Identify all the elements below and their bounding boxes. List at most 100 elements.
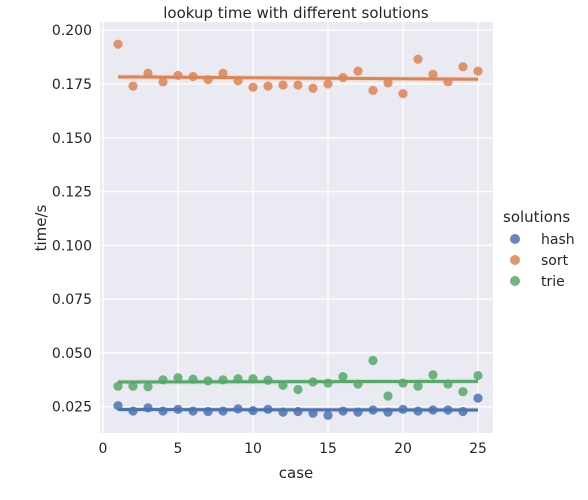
x-tick-label: 0 (99, 441, 108, 457)
sort-point (293, 80, 303, 90)
hash-point (278, 407, 288, 417)
x-axis-label: case (279, 464, 313, 482)
trie-point (413, 381, 423, 391)
x-tick-label: 5 (174, 441, 183, 457)
sort-point (203, 75, 213, 85)
y-tick-labels: 0.025 0.050 0.075 0.100 0.125 0.150 0.175 0.200 (52, 23, 92, 416)
hash-point (308, 408, 318, 418)
chart-title: lookup time with different solutions (163, 4, 429, 22)
trie-point (353, 379, 363, 389)
sort-point (218, 68, 228, 78)
sort-point (308, 83, 318, 93)
legend-label-sort: sort (541, 253, 569, 269)
sort-point (428, 69, 438, 79)
trie-point (233, 374, 243, 384)
hash-point (248, 406, 258, 416)
hash-point (218, 406, 228, 416)
legend: solutions hash sort trie (503, 208, 575, 290)
data-points (113, 39, 483, 420)
trie-fit-line (117, 379, 479, 384)
hash-point (143, 403, 153, 413)
hash-point (128, 406, 138, 416)
trie-point (323, 378, 333, 388)
hash-point (203, 406, 213, 417)
sort-point (323, 79, 333, 89)
sort-point (278, 80, 288, 90)
sort-point (398, 89, 408, 99)
y-tick-label: 0.150 (52, 131, 92, 147)
trie-point (263, 375, 273, 385)
sort-point (158, 77, 168, 87)
trie-point (218, 375, 228, 385)
x-tick-label: 15 (319, 441, 337, 457)
y-tick-label: 0.125 (52, 185, 92, 201)
sort-point (173, 70, 183, 80)
sort-point (233, 76, 243, 86)
trie-point (428, 370, 438, 380)
trie-point (473, 370, 483, 381)
hash-point (233, 404, 243, 414)
legend-label-hash: hash (541, 232, 575, 248)
sort-point (143, 68, 153, 78)
sort-point (473, 66, 483, 76)
sort-point (263, 81, 273, 91)
y-tick-label: 0.175 (52, 77, 92, 93)
sort-point (188, 71, 198, 82)
sort-point (368, 85, 378, 96)
trie-point (128, 381, 138, 391)
y-tick-label: 0.025 (52, 400, 92, 416)
sort-point (353, 66, 363, 76)
y-tick-label: 0.050 (52, 346, 92, 362)
trie-point (383, 391, 393, 401)
trie-point (293, 384, 303, 395)
trie-point (278, 380, 288, 390)
legend-marker-hash (510, 234, 520, 244)
legend-label-trie: trie (541, 274, 565, 290)
trie-point (143, 382, 153, 392)
trie-point (443, 379, 453, 389)
sort-point (413, 54, 423, 64)
plot-background (100, 22, 493, 433)
x-tick-label: 20 (394, 441, 412, 457)
x-tick-label: 10 (244, 441, 262, 457)
trie-point (308, 377, 318, 387)
hash-point (173, 404, 183, 414)
y-tick-label: 0.100 (52, 238, 92, 254)
trie-point (338, 372, 348, 382)
y-tick-label: 0.075 (52, 292, 92, 308)
sort-point (338, 72, 348, 83)
sort-point (128, 81, 138, 91)
hash-point (263, 404, 273, 414)
hash-point (323, 410, 333, 420)
hash-point (188, 406, 198, 416)
trie-point (458, 387, 468, 397)
trie-point (113, 381, 123, 391)
legend-marker-sort (510, 255, 520, 265)
hash-point (443, 405, 453, 415)
legend-marker-trie (510, 276, 520, 286)
trie-point (203, 376, 213, 386)
hash-point (428, 405, 438, 415)
x-tick-labels: 0 5 10 15 20 25 (99, 441, 487, 457)
hash-point (158, 406, 168, 416)
hash-point (473, 393, 483, 403)
y-axis-label: time/s (32, 204, 50, 251)
sort-point (248, 82, 258, 92)
trie-point (398, 378, 408, 388)
trie-point (248, 374, 258, 384)
hash-point (293, 406, 303, 417)
hash-point (383, 407, 393, 417)
y-tick-label: 0.200 (52, 23, 92, 39)
sort-point (383, 78, 393, 88)
hash-point (458, 406, 468, 417)
sort-point (113, 39, 123, 49)
hash-point (353, 407, 363, 417)
trie-point (173, 373, 183, 383)
sort-point (458, 62, 468, 72)
hash-point (368, 405, 378, 415)
hash-point (113, 401, 123, 411)
trie-point (368, 355, 378, 366)
hash-point (413, 406, 423, 416)
hash-point (398, 404, 408, 414)
